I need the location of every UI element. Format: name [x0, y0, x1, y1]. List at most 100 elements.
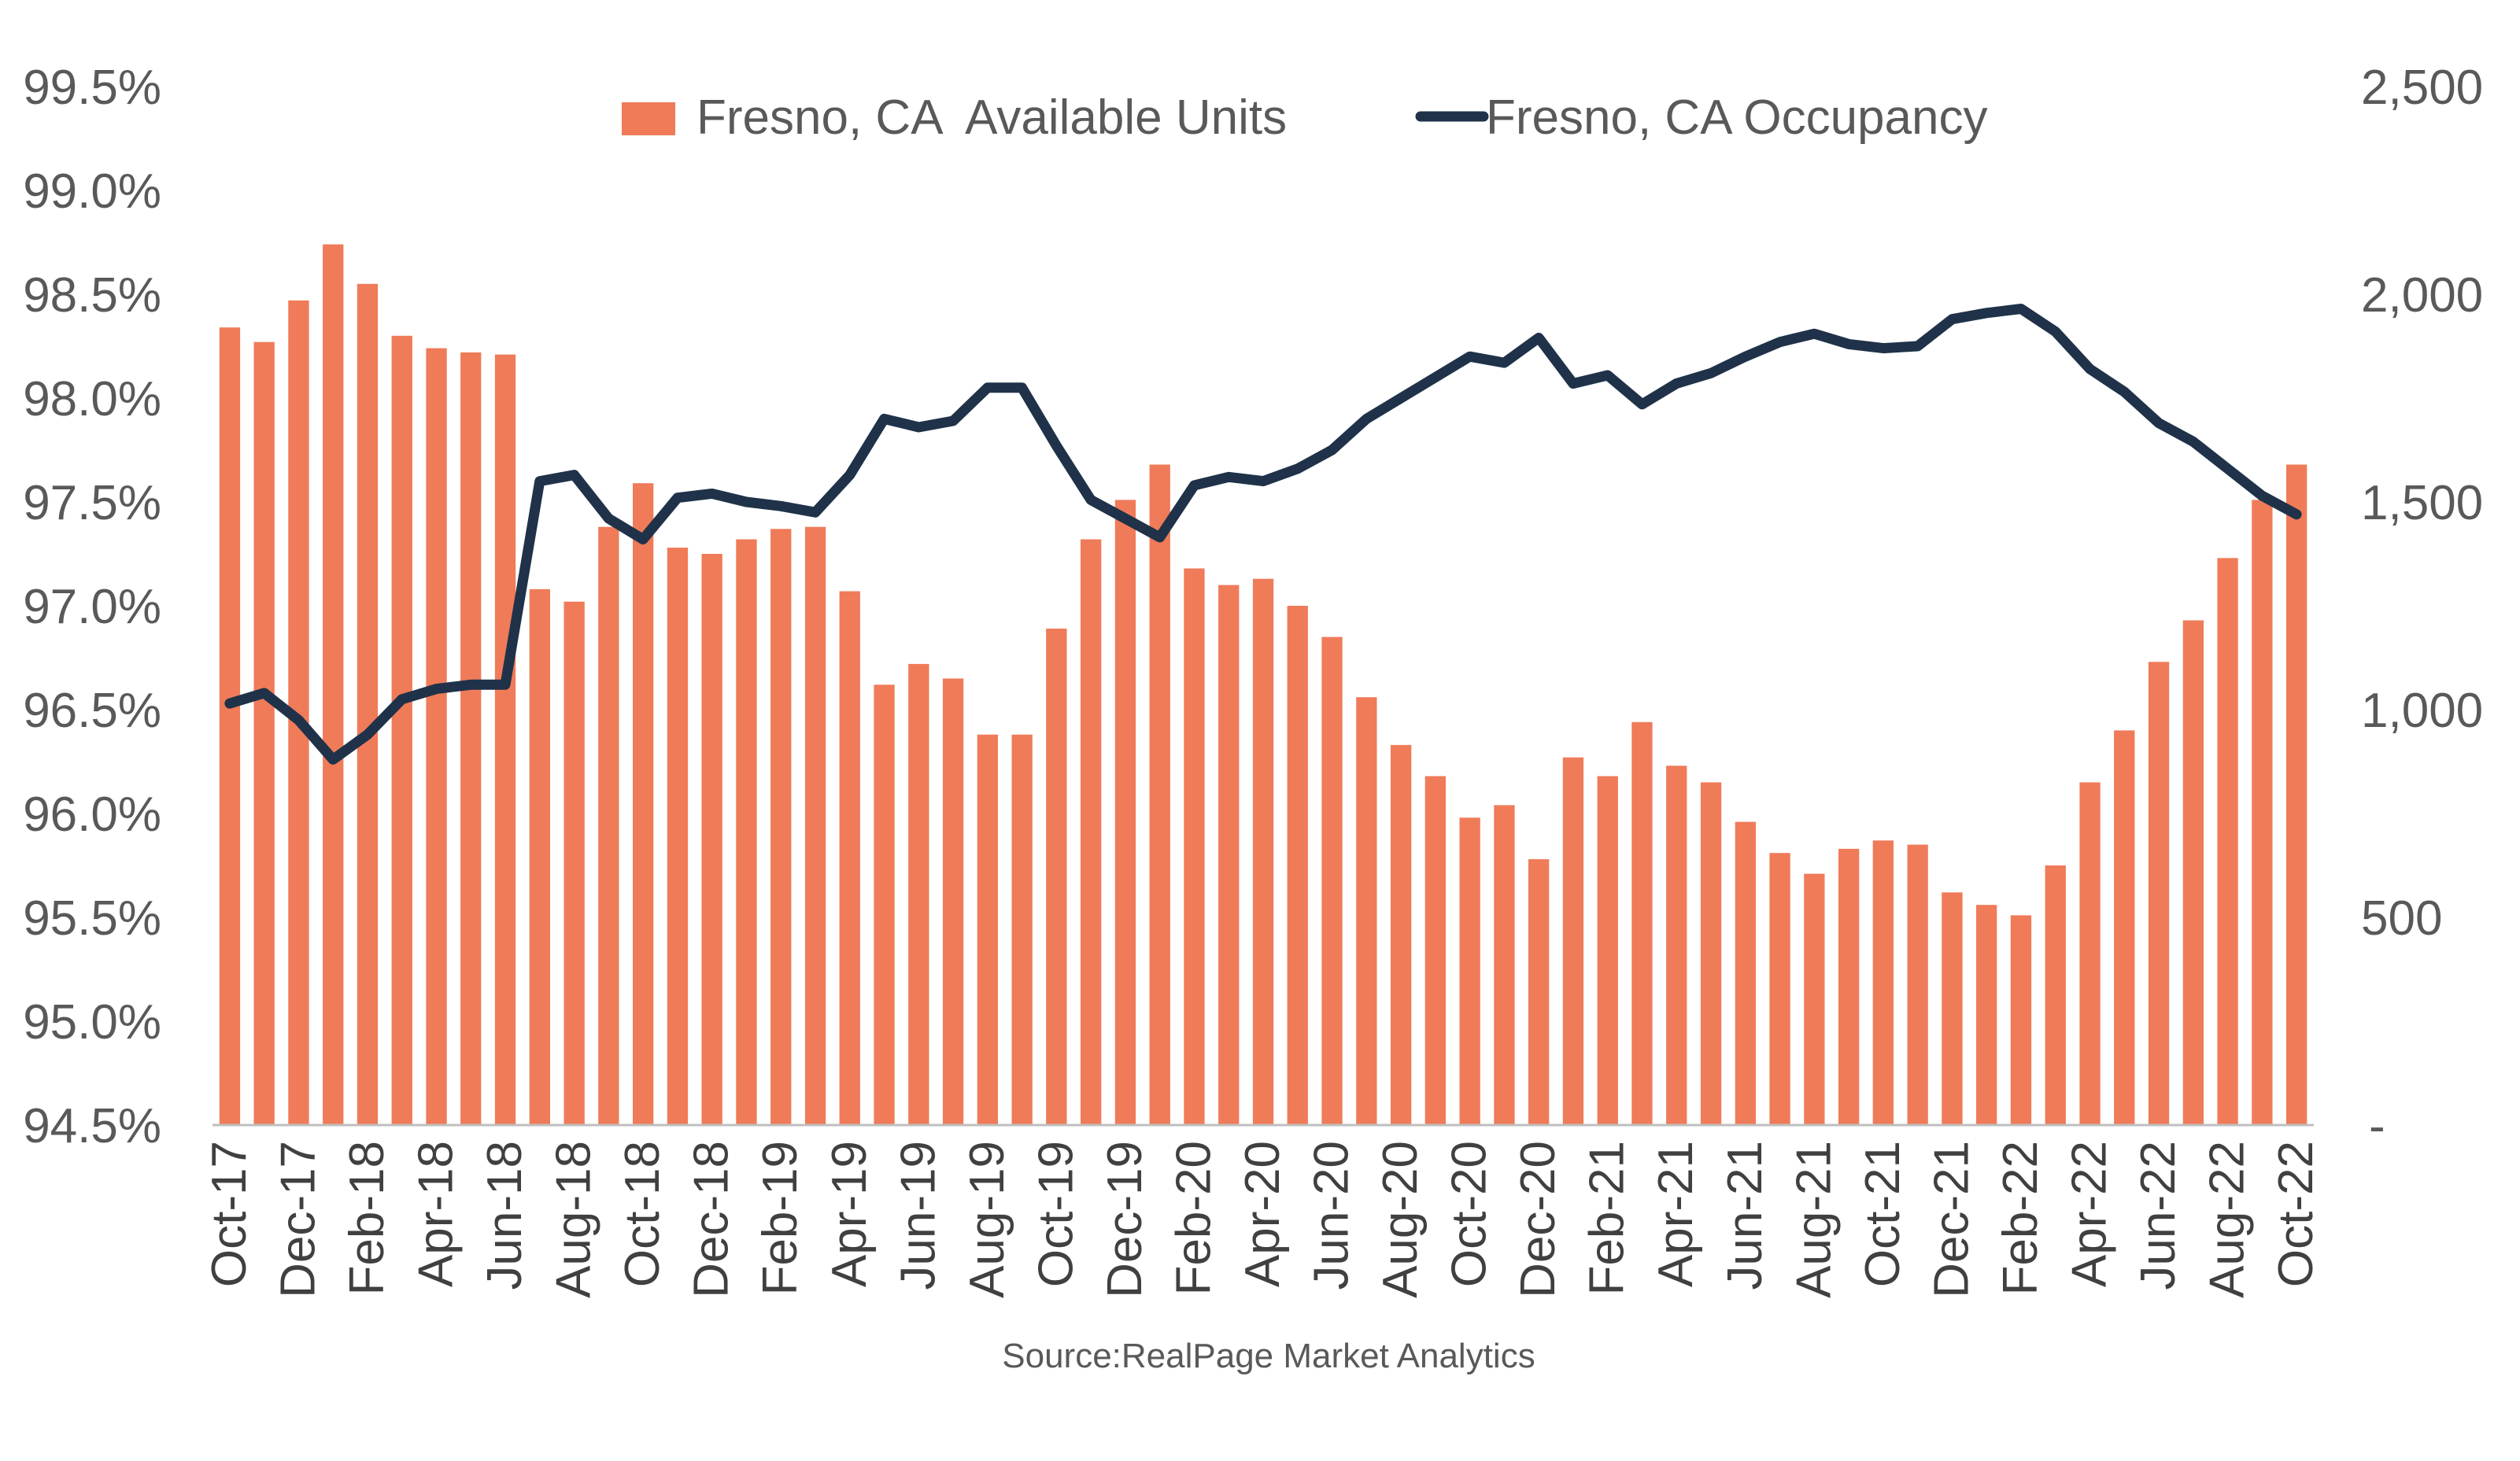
bar-oct-18 — [633, 483, 654, 1125]
x-tick-label: Dec-17 — [271, 1141, 325, 1298]
bar-apr-22 — [2079, 782, 2101, 1125]
bar-aug-19 — [977, 734, 998, 1125]
x-tick-label: Jun-20 — [1305, 1141, 1359, 1290]
bar-aug-22 — [2217, 558, 2238, 1125]
left-tick-label: 94.5% — [23, 1099, 161, 1153]
occupancy-line — [224, 304, 2302, 765]
x-tick-label: Jun-22 — [2131, 1141, 2186, 1290]
left-axis-ticks: 94.5% 95.0% 95.5% 96.0% 96.5% 97.0% 97.5% 98.0%… — [23, 61, 161, 1153]
x-tick-label: Feb-22 — [1993, 1141, 2048, 1295]
bar-jan-22 — [1976, 905, 1997, 1125]
left-tick-label: 97.0% — [23, 580, 161, 634]
right-tick-label: - — [2369, 1099, 2385, 1153]
bar-dec-20 — [1528, 859, 1550, 1125]
x-tick-label: Aug-20 — [1373, 1141, 1428, 1298]
bar-nov-21 — [1907, 844, 1928, 1125]
bar-jan-20 — [1149, 464, 1170, 1125]
bar-jan-21 — [1562, 757, 1584, 1125]
bar-jun-21 — [1735, 821, 1756, 1125]
x-tick-label: Apr-21 — [1649, 1141, 1703, 1287]
left-tick-label: 97.5% — [23, 476, 161, 530]
bar-jul-19 — [942, 678, 964, 1125]
x-tick-label: Dec-21 — [1924, 1141, 1979, 1298]
source-note: Source:RealPage Market Analytics — [1002, 1337, 1535, 1375]
bar-jun-18 — [494, 354, 516, 1126]
bar-sep-19 — [1011, 734, 1033, 1125]
bar-dec-18 — [701, 554, 722, 1125]
bar-feb-18 — [357, 283, 379, 1125]
right-tick-label: 1,000 — [2361, 684, 2483, 738]
bar-may-22 — [2114, 730, 2135, 1125]
x-tick-label: Oct-21 — [1856, 1141, 1910, 1287]
right-tick-label: 1,500 — [2361, 476, 2483, 530]
x-tick-label: Feb-18 — [340, 1141, 394, 1295]
bar-jan-18 — [323, 244, 344, 1126]
x-tick-label: Jun-18 — [478, 1141, 532, 1290]
x-tick-label: Jun-19 — [891, 1141, 945, 1290]
x-tick-label: Aug-22 — [2200, 1141, 2255, 1298]
x-tick-label: Oct-20 — [1443, 1141, 1497, 1287]
x-tick-label: Feb-20 — [1167, 1141, 1221, 1295]
x-tick-label: Apr-18 — [409, 1141, 464, 1287]
bar-oct-19 — [1046, 629, 1067, 1125]
bar-mar-21 — [1631, 721, 1653, 1125]
bar-nov-17 — [253, 341, 275, 1125]
x-axis-ticks: Oct-17 Dec-17 Feb-18 Apr-18 Jun-18 Aug-18 Oct-… — [202, 1141, 2323, 1298]
bar-sep-20 — [1424, 776, 1446, 1125]
x-tick-label: Oct-19 — [1029, 1141, 1083, 1287]
bar-apr-18 — [426, 348, 447, 1126]
bar-dec-19 — [1114, 500, 1136, 1125]
bar-aug-18 — [563, 601, 585, 1125]
x-tick-label: Oct-22 — [2269, 1141, 2323, 1287]
right-tick-label: 2,500 — [2361, 61, 2483, 115]
bar-feb-19 — [770, 529, 792, 1125]
bar-oct-22 — [2286, 464, 2308, 1125]
left-tick-label: 96.5% — [23, 684, 161, 738]
left-tick-label: 99.0% — [23, 164, 161, 219]
left-tick-label: 95.0% — [23, 995, 161, 1050]
x-tick-label: Aug-19 — [960, 1141, 1014, 1298]
bar-may-20 — [1287, 606, 1308, 1125]
right-tick-label: 500 — [2361, 891, 2442, 946]
bar-jul-22 — [2182, 620, 2204, 1125]
bar-jun-19 — [908, 663, 929, 1125]
x-tick-label: Jun-21 — [1718, 1141, 1772, 1290]
bar-oct-17 — [219, 327, 241, 1125]
x-tick-label: Aug-18 — [547, 1141, 601, 1298]
x-tick-label: Oct-17 — [202, 1141, 257, 1287]
bar-jul-18 — [529, 588, 550, 1125]
bar-feb-21 — [1597, 776, 1618, 1125]
legend-label-available-units: Fresno, CA Available Units — [697, 90, 1287, 145]
bar-nov-18 — [667, 548, 689, 1125]
x-tick-label: Dec-18 — [685, 1141, 739, 1298]
bar-feb-22 — [2010, 915, 2032, 1125]
bar-aug-21 — [1804, 873, 1825, 1125]
left-tick-label: 96.0% — [23, 788, 161, 842]
right-axis-ticks: - 500 1,000 1,500 2,000 2,500 — [2361, 61, 2483, 1153]
x-tick-label: Apr-20 — [1236, 1141, 1290, 1287]
legend-swatch-available-units — [622, 102, 675, 135]
x-tick-label: Apr-19 — [822, 1141, 877, 1287]
bar-sep-21 — [1838, 848, 1860, 1125]
x-tick-label: Dec-20 — [1511, 1141, 1565, 1298]
bar-jul-20 — [1356, 697, 1377, 1125]
bar-mar-20 — [1218, 585, 1240, 1125]
bar-nov-20 — [1494, 805, 1515, 1125]
bar-feb-20 — [1184, 568, 1205, 1125]
bar-sep-22 — [2252, 500, 2273, 1125]
left-tick-label: 98.0% — [23, 372, 161, 426]
x-tick-label: Aug-21 — [1787, 1141, 1841, 1298]
left-tick-label: 95.5% — [23, 891, 161, 946]
bar-dec-21 — [1942, 892, 1963, 1125]
x-tick-label: Dec-19 — [1098, 1141, 1152, 1298]
bar-sep-18 — [598, 526, 619, 1125]
left-tick-label: 98.5% — [23, 268, 161, 323]
legend-label-occupancy: Fresno, CA Occupancy — [1486, 90, 1988, 145]
x-tick-label: Feb-21 — [1580, 1141, 1635, 1295]
bar-aug-20 — [1391, 744, 1412, 1125]
right-tick-label: 2,000 — [2361, 268, 2483, 323]
bar-jun-22 — [2148, 662, 2170, 1125]
bar-may-21 — [1700, 782, 1722, 1125]
bar-oct-20 — [1459, 817, 1480, 1125]
